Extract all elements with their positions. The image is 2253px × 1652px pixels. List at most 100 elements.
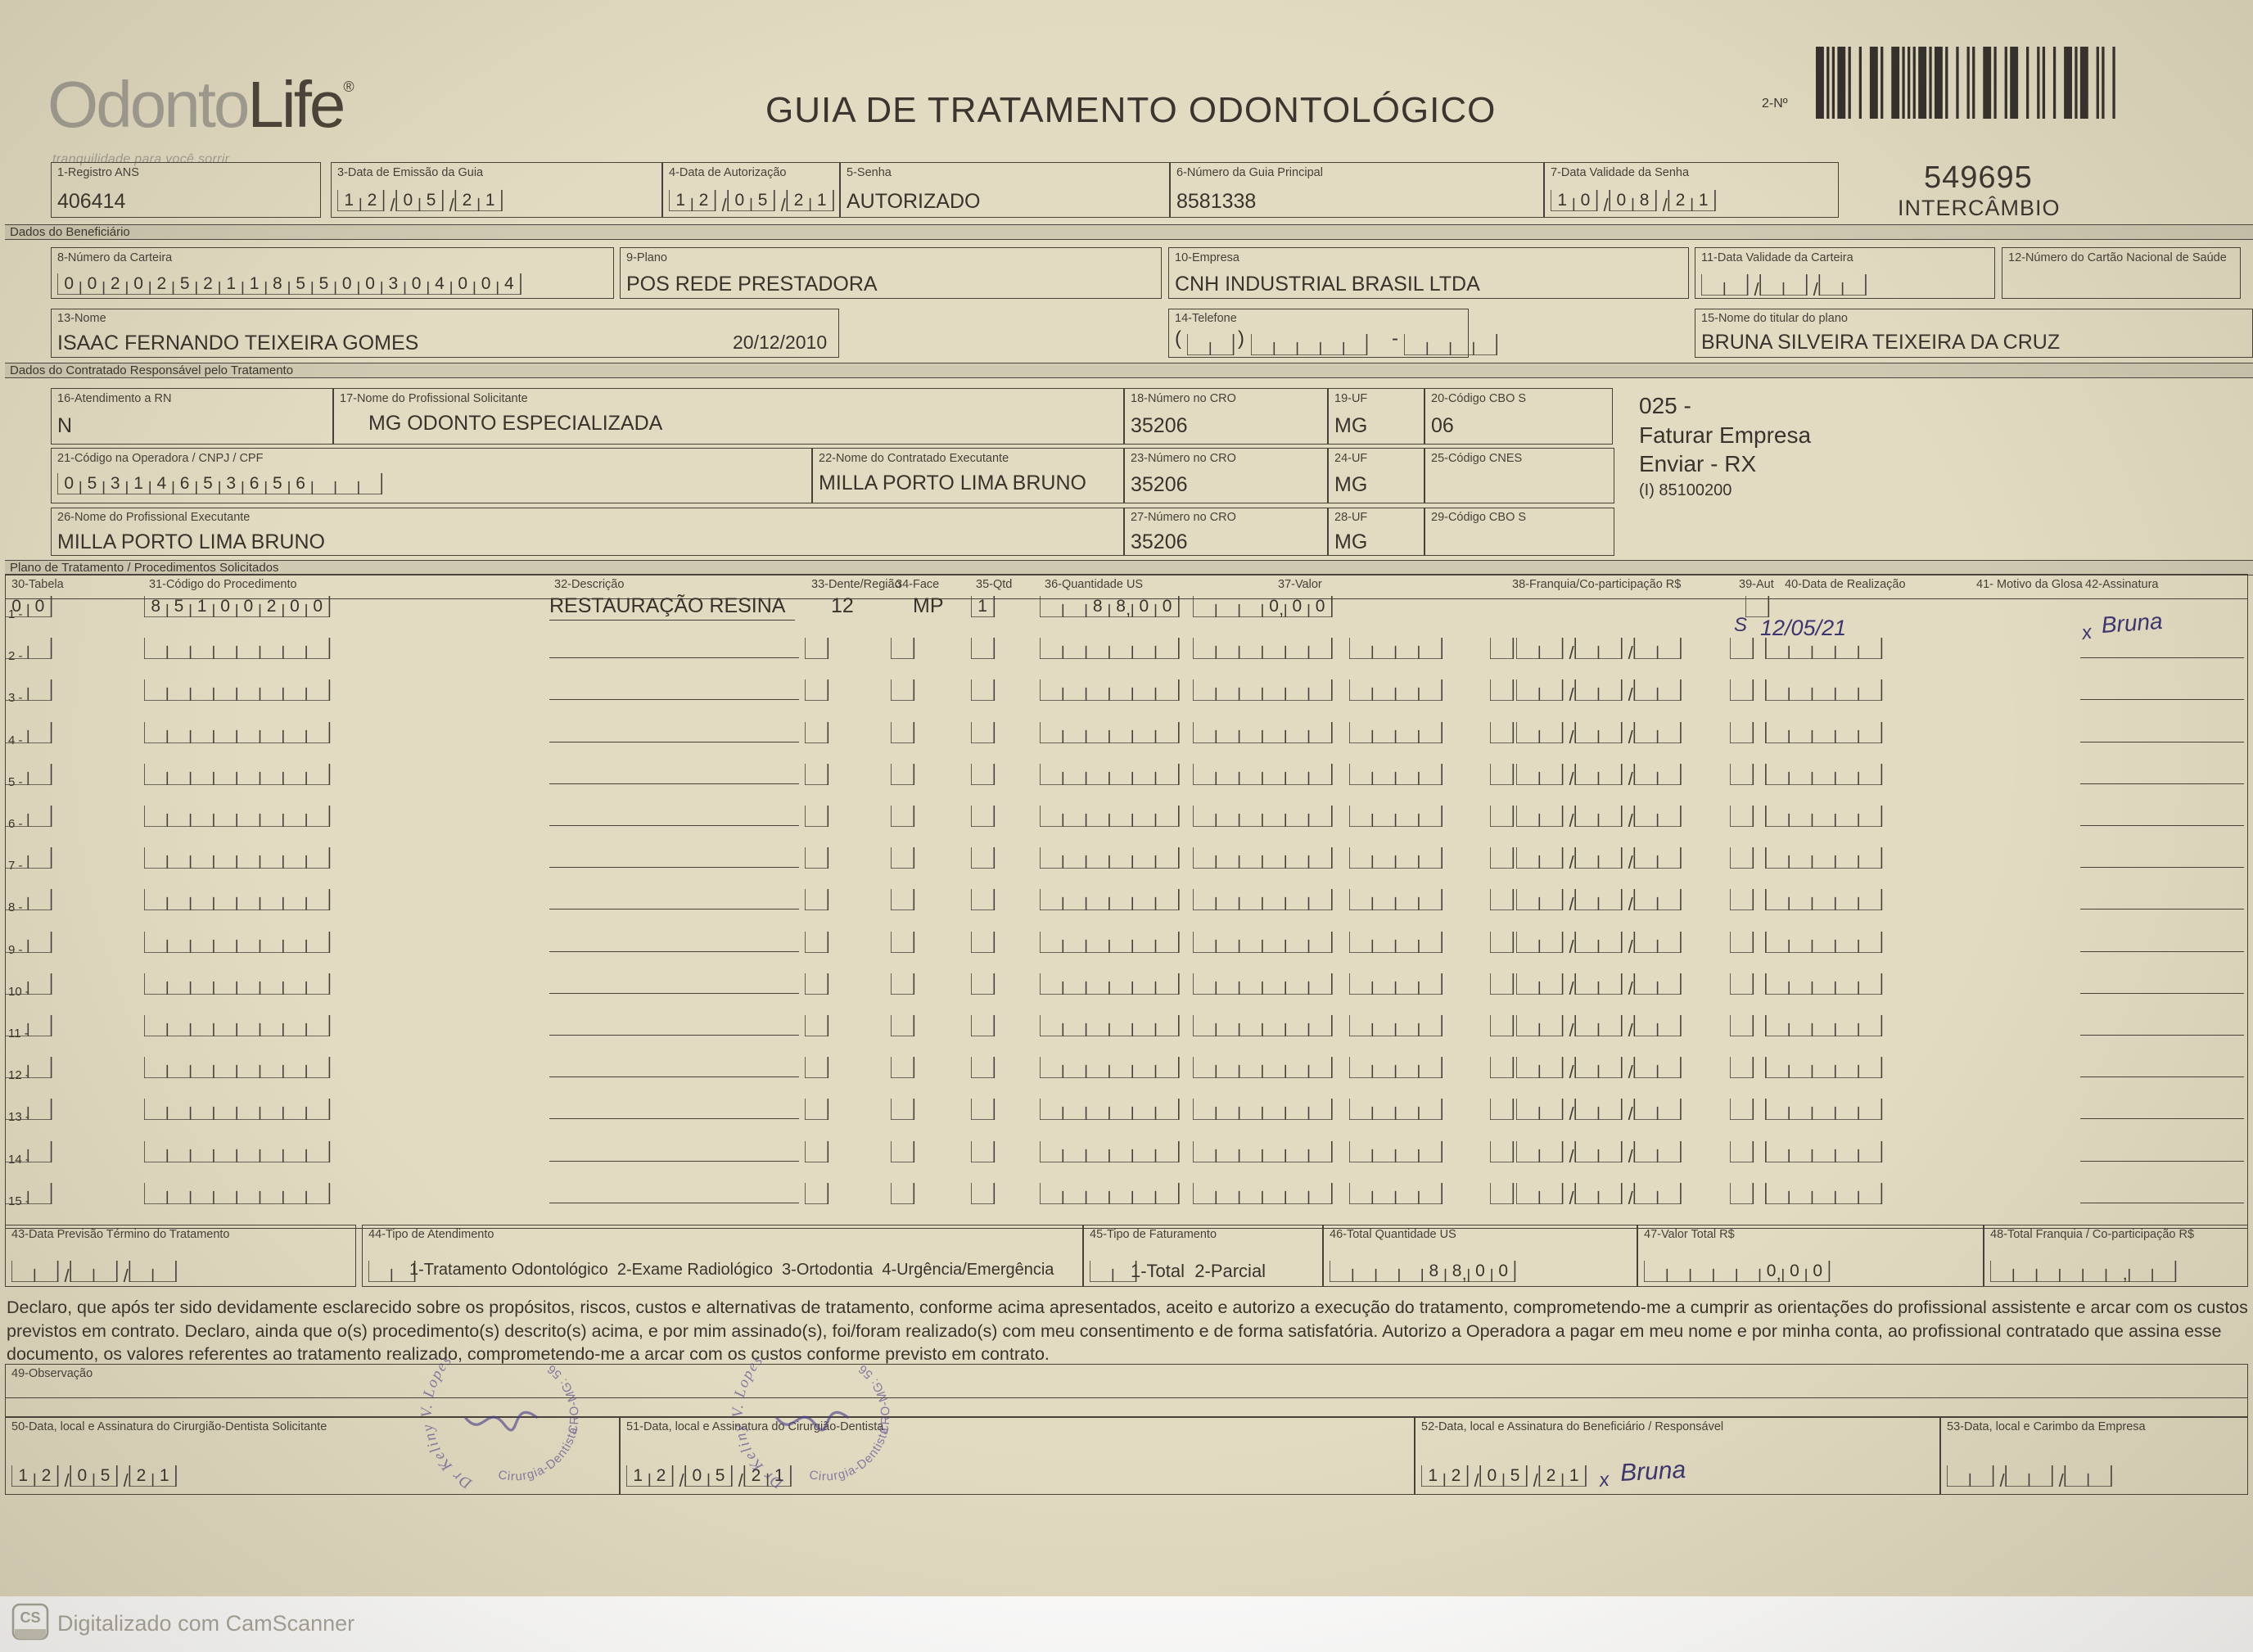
svg-text:/: /	[1628, 1146, 1633, 1162]
svg-text:0: 0	[1293, 597, 1303, 616]
svg-text:2: 2	[1676, 191, 1686, 210]
svg-text:/: /	[1813, 279, 1818, 296]
svg-text:/: /	[64, 1266, 70, 1282]
svg-text:4: 4	[435, 274, 445, 293]
svg-text:/: /	[1628, 852, 1633, 869]
svg-text:1: 1	[344, 191, 354, 210]
svg-text:/: /	[1569, 1020, 1574, 1036]
svg-text:/: /	[1533, 1470, 1538, 1487]
svg-text:6: 6	[296, 474, 305, 493]
svg-text:0: 0	[1767, 1262, 1777, 1280]
svg-text:/: /	[679, 1470, 684, 1487]
svg-text:/: /	[721, 195, 727, 211]
svg-text:/: /	[1603, 195, 1609, 211]
svg-text:/: /	[1628, 684, 1633, 701]
svg-text:5: 5	[319, 274, 329, 293]
svg-text:4: 4	[504, 274, 514, 293]
svg-text:8: 8	[273, 274, 282, 293]
svg-text:8: 8	[1429, 1262, 1439, 1280]
svg-text:1: 1	[160, 1466, 169, 1485]
svg-text:0: 0	[1316, 597, 1325, 616]
svg-text:3: 3	[389, 274, 399, 293]
svg-text:/: /	[1569, 643, 1574, 659]
svg-text:2: 2	[137, 1466, 147, 1485]
svg-text:0: 0	[1140, 597, 1149, 616]
svg-text:5: 5	[88, 474, 97, 493]
svg-text:/: /	[1628, 1020, 1633, 1036]
svg-text:/: /	[1628, 1104, 1633, 1120]
svg-text:2: 2	[42, 1466, 52, 1485]
svg-text:,: ,	[1462, 1265, 1467, 1282]
svg-text:4: 4	[157, 474, 167, 493]
svg-text:5: 5	[101, 1466, 111, 1485]
svg-text:0: 0	[412, 274, 422, 293]
svg-text:/: /	[2058, 1470, 2064, 1487]
svg-text:/: /	[1569, 727, 1574, 743]
svg-text:5: 5	[180, 274, 190, 293]
svg-text:5: 5	[273, 474, 282, 493]
svg-text:8: 8	[1452, 1262, 1462, 1280]
svg-text:0: 0	[88, 274, 97, 293]
svg-text:/: /	[1628, 810, 1633, 827]
svg-text:3: 3	[111, 474, 120, 493]
svg-text:1: 1	[250, 274, 260, 293]
svg-text:1: 1	[1699, 191, 1709, 210]
svg-text:0: 0	[1790, 1262, 1799, 1280]
svg-text:8: 8	[1116, 597, 1126, 616]
svg-text:2: 2	[657, 1466, 666, 1485]
svg-text:/: /	[1474, 1470, 1479, 1487]
svg-text:2: 2	[1452, 1466, 1461, 1485]
svg-text:0: 0	[220, 597, 230, 616]
svg-text:,: ,	[1777, 1265, 1781, 1282]
svg-text:1: 1	[1428, 1466, 1438, 1485]
svg-text:5: 5	[296, 274, 305, 293]
svg-text:1: 1	[1569, 1466, 1579, 1485]
svg-text:2: 2	[157, 274, 167, 293]
svg-text:/: /	[1569, 1146, 1574, 1162]
svg-text:0: 0	[11, 597, 21, 616]
svg-text:2: 2	[203, 274, 213, 293]
svg-text:0: 0	[1475, 1262, 1485, 1280]
svg-text:/: /	[780, 195, 786, 211]
svg-text:/: /	[1628, 643, 1633, 659]
svg-text:/: /	[449, 195, 454, 211]
svg-text:2: 2	[267, 597, 277, 616]
svg-text:8: 8	[151, 597, 160, 616]
svg-text:0: 0	[365, 274, 375, 293]
svg-text:/: /	[1569, 684, 1574, 701]
svg-text:1: 1	[133, 474, 143, 493]
svg-text:/: /	[1569, 769, 1574, 785]
svg-text:2: 2	[794, 191, 804, 210]
svg-text:5: 5	[758, 191, 768, 210]
svg-text:0: 0	[313, 597, 323, 616]
svg-text:0: 0	[244, 597, 254, 616]
svg-text:/: /	[1999, 1470, 2005, 1487]
svg-text:/: /	[1628, 894, 1633, 910]
svg-text:1: 1	[197, 597, 207, 616]
svg-text:0: 0	[692, 1466, 702, 1485]
svg-text:/: /	[1628, 1188, 1633, 1204]
svg-text:/: /	[1662, 195, 1668, 211]
svg-text:0: 0	[35, 597, 45, 616]
svg-text:,: ,	[2123, 1265, 2128, 1282]
svg-text:1: 1	[1557, 191, 1567, 210]
svg-text:5: 5	[174, 597, 184, 616]
svg-text:6: 6	[180, 474, 190, 493]
svg-text:2: 2	[699, 191, 709, 210]
svg-text:2: 2	[463, 191, 472, 210]
svg-text:5: 5	[1510, 1466, 1520, 1485]
svg-text:/: /	[1569, 1062, 1574, 1078]
svg-text:0: 0	[1581, 191, 1591, 210]
svg-text:0: 0	[342, 274, 352, 293]
svg-text:1: 1	[226, 274, 236, 293]
svg-text:0: 0	[1487, 1466, 1497, 1485]
svg-text:5: 5	[427, 191, 436, 210]
svg-text:0: 0	[481, 274, 491, 293]
svg-text:,: ,	[1126, 600, 1131, 617]
svg-text:0: 0	[1269, 597, 1279, 616]
svg-text:/: /	[1569, 937, 1574, 953]
svg-text:1: 1	[633, 1466, 643, 1485]
svg-text:0: 0	[64, 474, 74, 493]
svg-text:3: 3	[226, 474, 236, 493]
svg-text:/: /	[390, 195, 395, 211]
